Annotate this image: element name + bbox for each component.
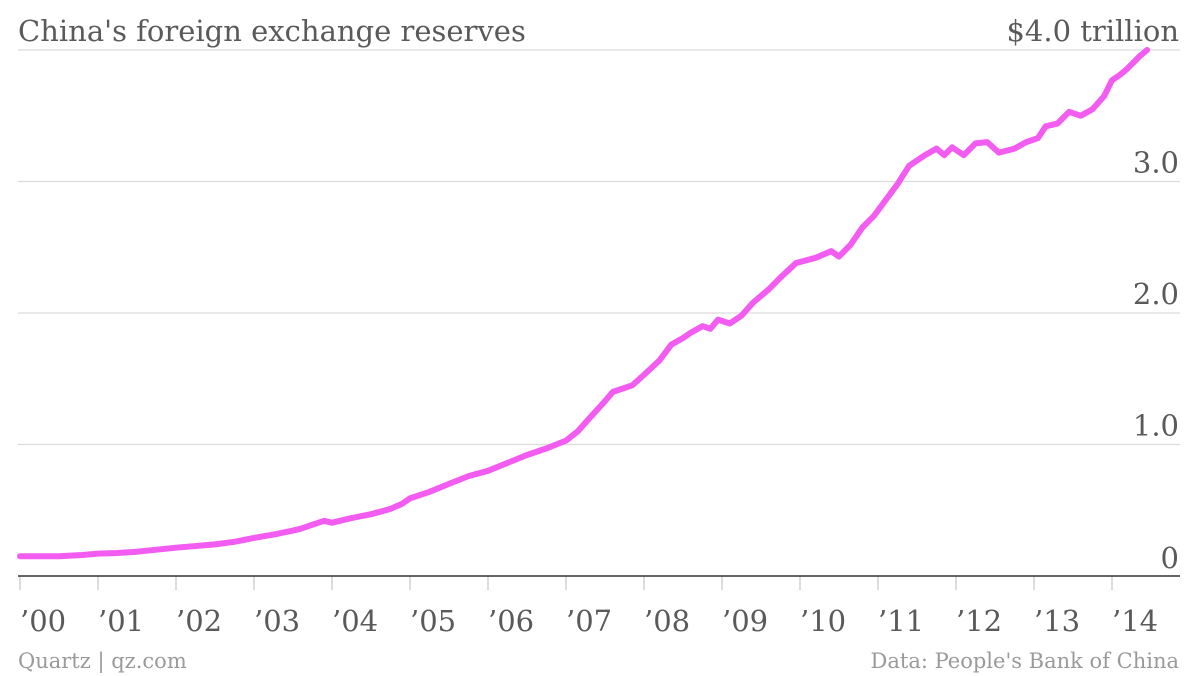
y-axis-ticks: 0 1.0 2.0 3.0 $4.0 trillion [1006, 14, 1179, 575]
source-credit: Quartz | qz.com [18, 649, 187, 674]
data-source: Data: People's Bank of China [871, 649, 1179, 673]
x-tick-label: ’00 [20, 604, 66, 638]
x-tick-label: ’05 [410, 604, 456, 638]
series-layer [17, 47, 1151, 560]
x-tick-label: ’14 [1112, 604, 1158, 638]
x-tick-label: ’08 [644, 604, 690, 638]
series-line [17, 47, 1151, 560]
x-tick-label: ’03 [254, 604, 300, 638]
x-tick-label: ’09 [722, 604, 768, 638]
x-tick-label: ’01 [98, 604, 144, 638]
x-tick-label: ’02 [176, 604, 222, 638]
y-tick-label: 3.0 [1133, 146, 1179, 180]
chart-title: China's foreign exchange reserves [18, 14, 526, 48]
y-tick-label: 2.0 [1133, 277, 1179, 311]
x-tick-label: ’13 [1034, 604, 1080, 638]
x-tick-label: ’11 [878, 604, 924, 638]
x-axis-ticks: ’00 ’01 ’02 ’03 ’04 ’05 ’06 ’07 ’08 ’09 ’10 ’11 ’12 ’… [19, 576, 1158, 638]
x-tick-label: ’06 [488, 604, 534, 638]
x-tick-label: ’07 [566, 604, 612, 638]
x-tick-label: ’12 [956, 604, 1002, 638]
gridlines [18, 49, 1180, 446]
x-tick-label: ’10 [800, 604, 846, 638]
x-tick-label: ’04 [332, 604, 378, 638]
y-tick-label: 0 [1161, 541, 1179, 575]
y-tick-label: $4.0 trillion [1006, 14, 1179, 48]
y-tick-label: 1.0 [1133, 409, 1179, 443]
